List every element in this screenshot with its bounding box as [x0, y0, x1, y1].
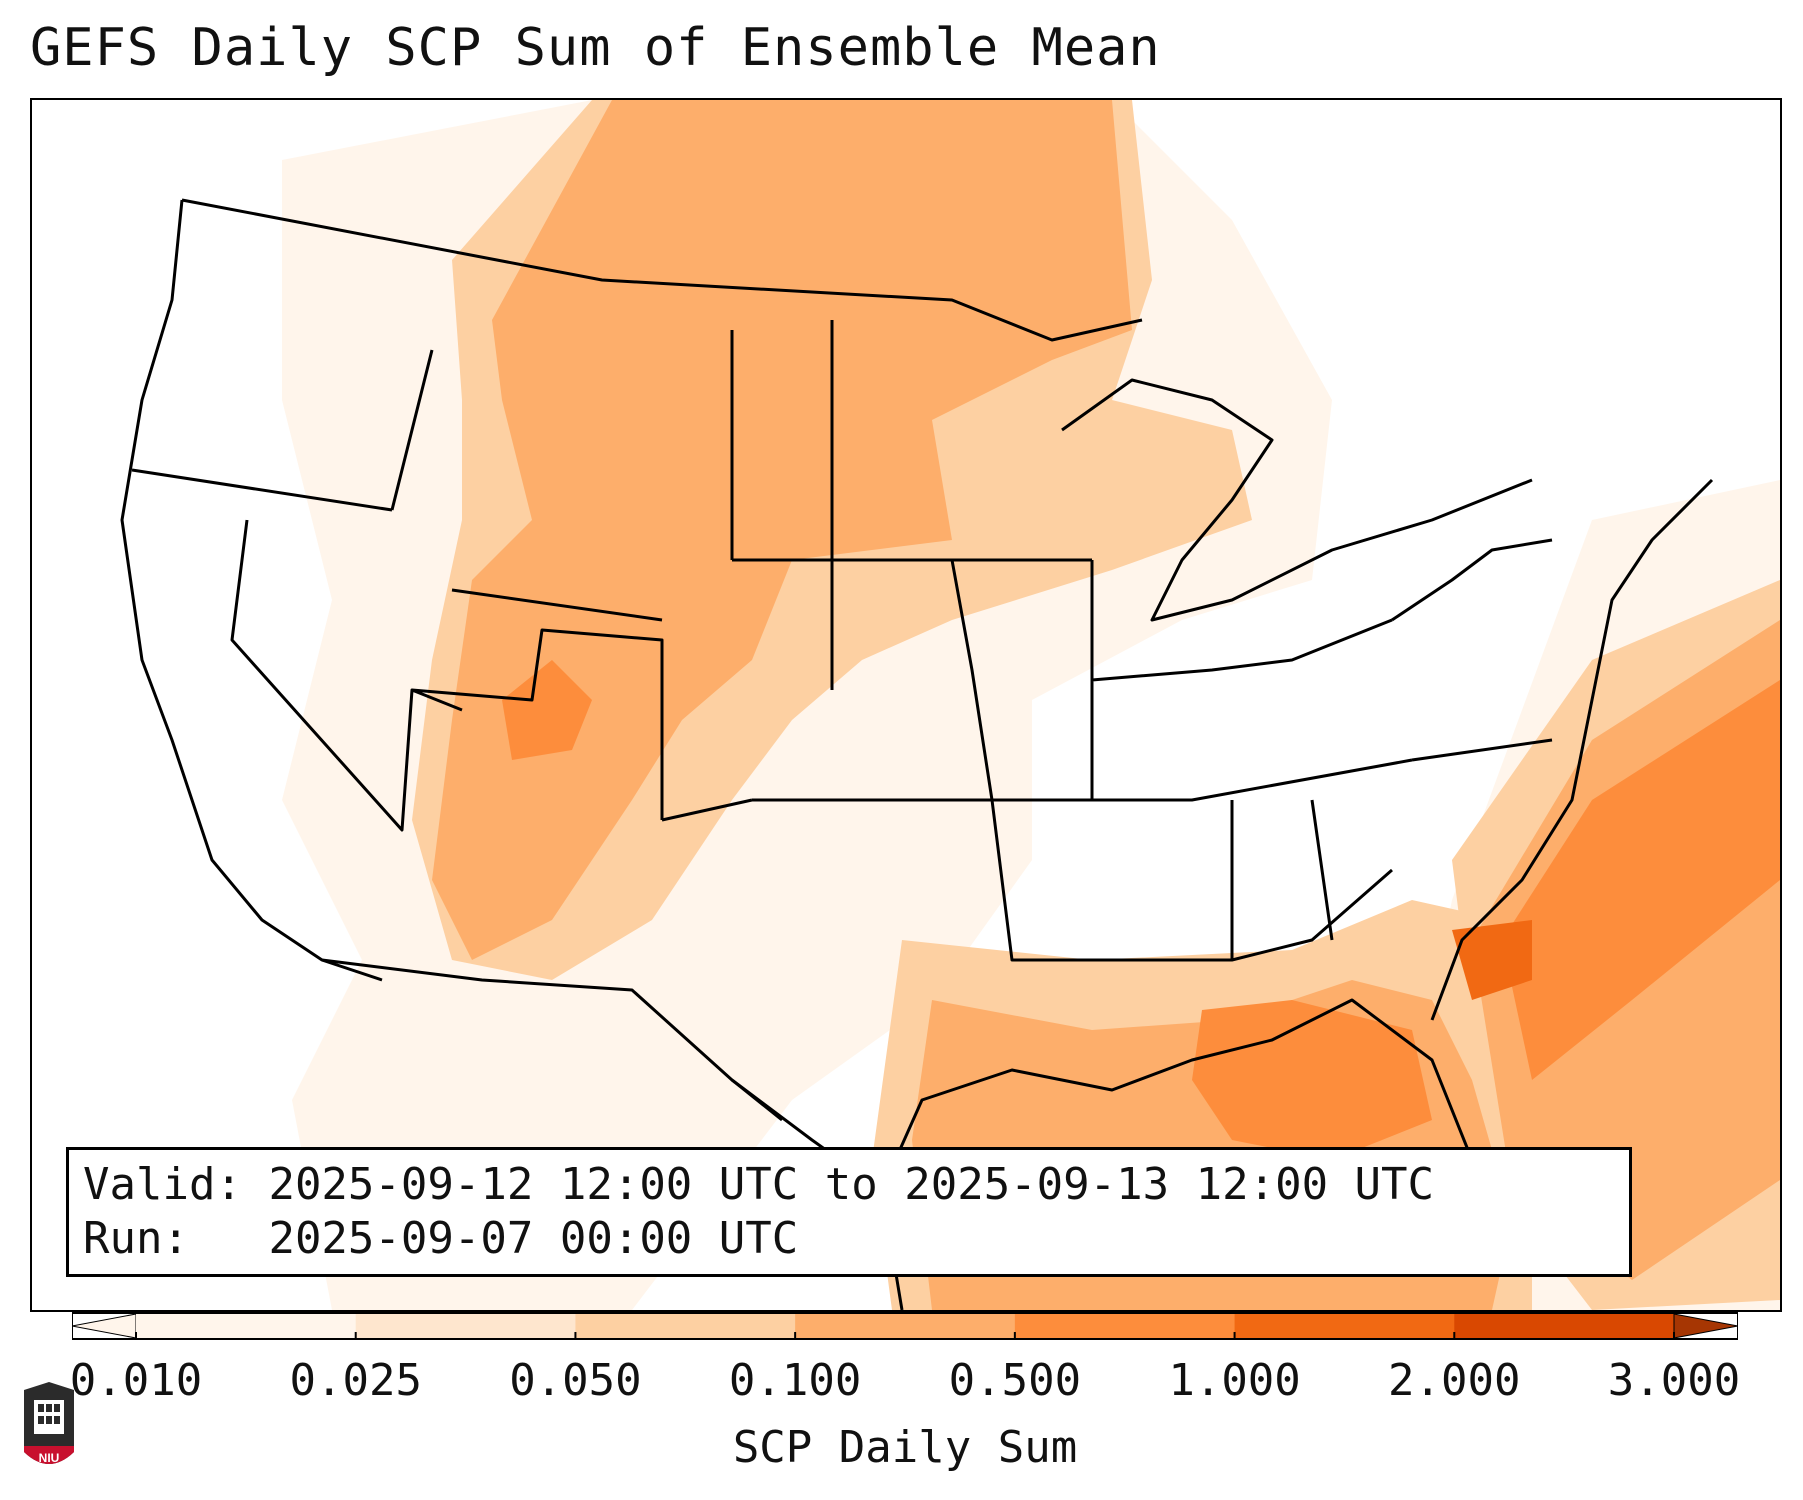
- valid-label: Valid:: [83, 1159, 242, 1210]
- map-title: GEFS Daily SCP Sum of Ensemble Mean: [30, 18, 1161, 78]
- valid-value: 2025-09-12 12:00 UTC to 2025-09-13 12:00…: [268, 1159, 1435, 1210]
- colorbar-tick-label: 0.050: [509, 1355, 642, 1406]
- political-boundaries: [120, 198, 1714, 1310]
- colorbar-segment: [575, 1314, 796, 1338]
- colorbar-tick-label: 2.000: [1388, 1355, 1521, 1406]
- state-lines-east: [1132, 538, 1553, 962]
- coastline-west: [120, 199, 383, 982]
- colorbar: [72, 1312, 1738, 1340]
- colorbar-tick-label: 3.000: [1607, 1355, 1741, 1406]
- run-label: Run:: [83, 1213, 189, 1264]
- scp-shading: [282, 100, 1780, 1310]
- great-lakes: [1061, 378, 1533, 622]
- colorbar-tick-label: 0.500: [948, 1355, 1082, 1406]
- run-value: 2025-09-07 00:00 UTC: [268, 1213, 799, 1264]
- colorbar-segment: [1234, 1314, 1455, 1338]
- colorbar-segment: [136, 1314, 357, 1338]
- colorbar-tick-label: 1.000: [1168, 1355, 1301, 1406]
- canada-border: [181, 198, 1143, 342]
- scp-region-max-atlantic: [1452, 920, 1532, 1000]
- scp-region-dark-colorado: [502, 660, 592, 760]
- colorbar-segment: [355, 1314, 576, 1338]
- scp-region-dark-gulf: [1192, 1000, 1432, 1160]
- colorbar-segment: [795, 1314, 1016, 1338]
- gulf-coast: [880, 998, 1494, 1201]
- colorbar-label: SCP Daily Sum: [732, 1422, 1078, 1473]
- scp-region-dark-atlantic: [1502, 680, 1780, 1080]
- colorbar-arrow-min: [72, 1313, 137, 1339]
- colorbar-tick-label: 0.010: [69, 1355, 203, 1406]
- scp-map: [120, 100, 1780, 1310]
- colorbar-tick-label: 0.100: [728, 1355, 862, 1406]
- state-lines-west: [131, 320, 1012, 832]
- colorbar-tick-label: 0.025: [289, 1355, 422, 1406]
- niu-logo: NIU: [24, 1382, 74, 1465]
- colorbar-segment: [1454, 1314, 1675, 1338]
- svg-text:NIU: NIU: [39, 1451, 60, 1465]
- valid-run-box: Valid: 2025-09-12 12:00 UTC to 2025-09-1…: [66, 1147, 1632, 1277]
- scp-region-medium-plains: [432, 100, 1132, 960]
- map-panel[interactable]: [30, 98, 1782, 1312]
- colorbar-outline: [72, 1312, 1738, 1340]
- colorbar-segment: [1014, 1314, 1236, 1338]
- colorbar-arrow-max: [1673, 1313, 1738, 1339]
- state-lines-central: [732, 558, 1413, 962]
- atlantic-coast: [1430, 478, 1714, 1021]
